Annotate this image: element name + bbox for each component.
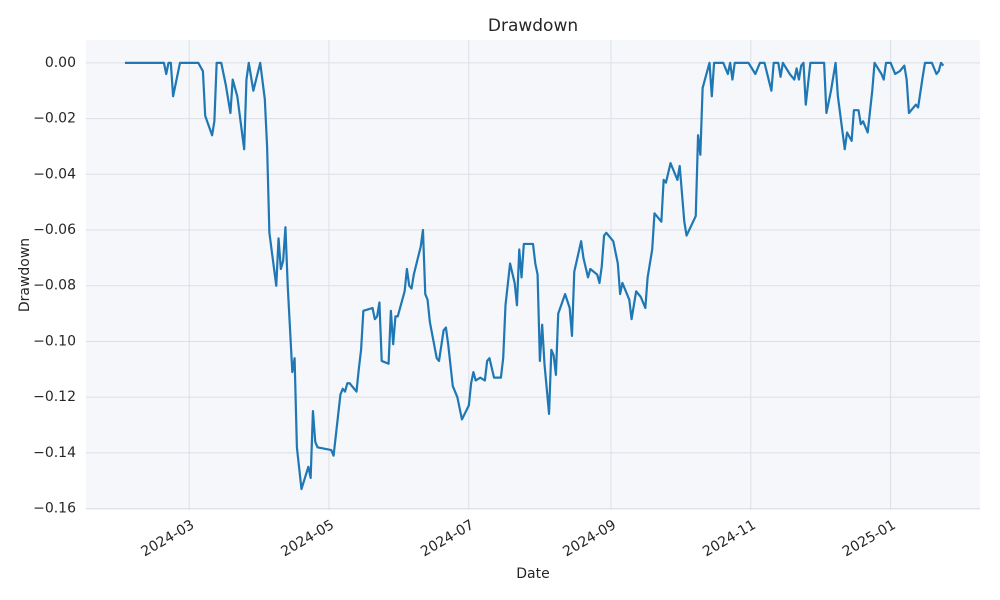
- x-tick-label: 2024-07: [418, 517, 477, 560]
- y-tick-label: −0.10: [33, 333, 76, 349]
- x-tick-label: 2025-01: [840, 517, 899, 560]
- line-series: [124, 61, 945, 491]
- y-tick-label: −0.06: [33, 222, 76, 238]
- x-tick-label: 2024-03: [138, 517, 197, 560]
- x-tick-label: 2024-11: [700, 517, 759, 560]
- marks: [124, 61, 945, 491]
- y-tick-label: −0.04: [33, 166, 76, 182]
- y-tick-label: −0.08: [33, 278, 76, 294]
- x-tick-label: 2024-09: [560, 517, 619, 560]
- chart-title: Drawdown: [488, 16, 578, 36]
- y-axis-label: Drawdown: [17, 238, 33, 312]
- y-tick-label: −0.02: [33, 111, 76, 127]
- y-tick-label: −0.16: [33, 501, 76, 517]
- y-tick-label: −0.14: [33, 445, 76, 461]
- grid: [86, 40, 980, 510]
- y-tick-label: −0.12: [33, 389, 76, 405]
- x-axis-label: Date: [516, 566, 549, 582]
- x-tick-label: 2024-05: [278, 517, 337, 560]
- plot-area: [86, 40, 980, 510]
- y-tick-label: 0.00: [45, 55, 76, 71]
